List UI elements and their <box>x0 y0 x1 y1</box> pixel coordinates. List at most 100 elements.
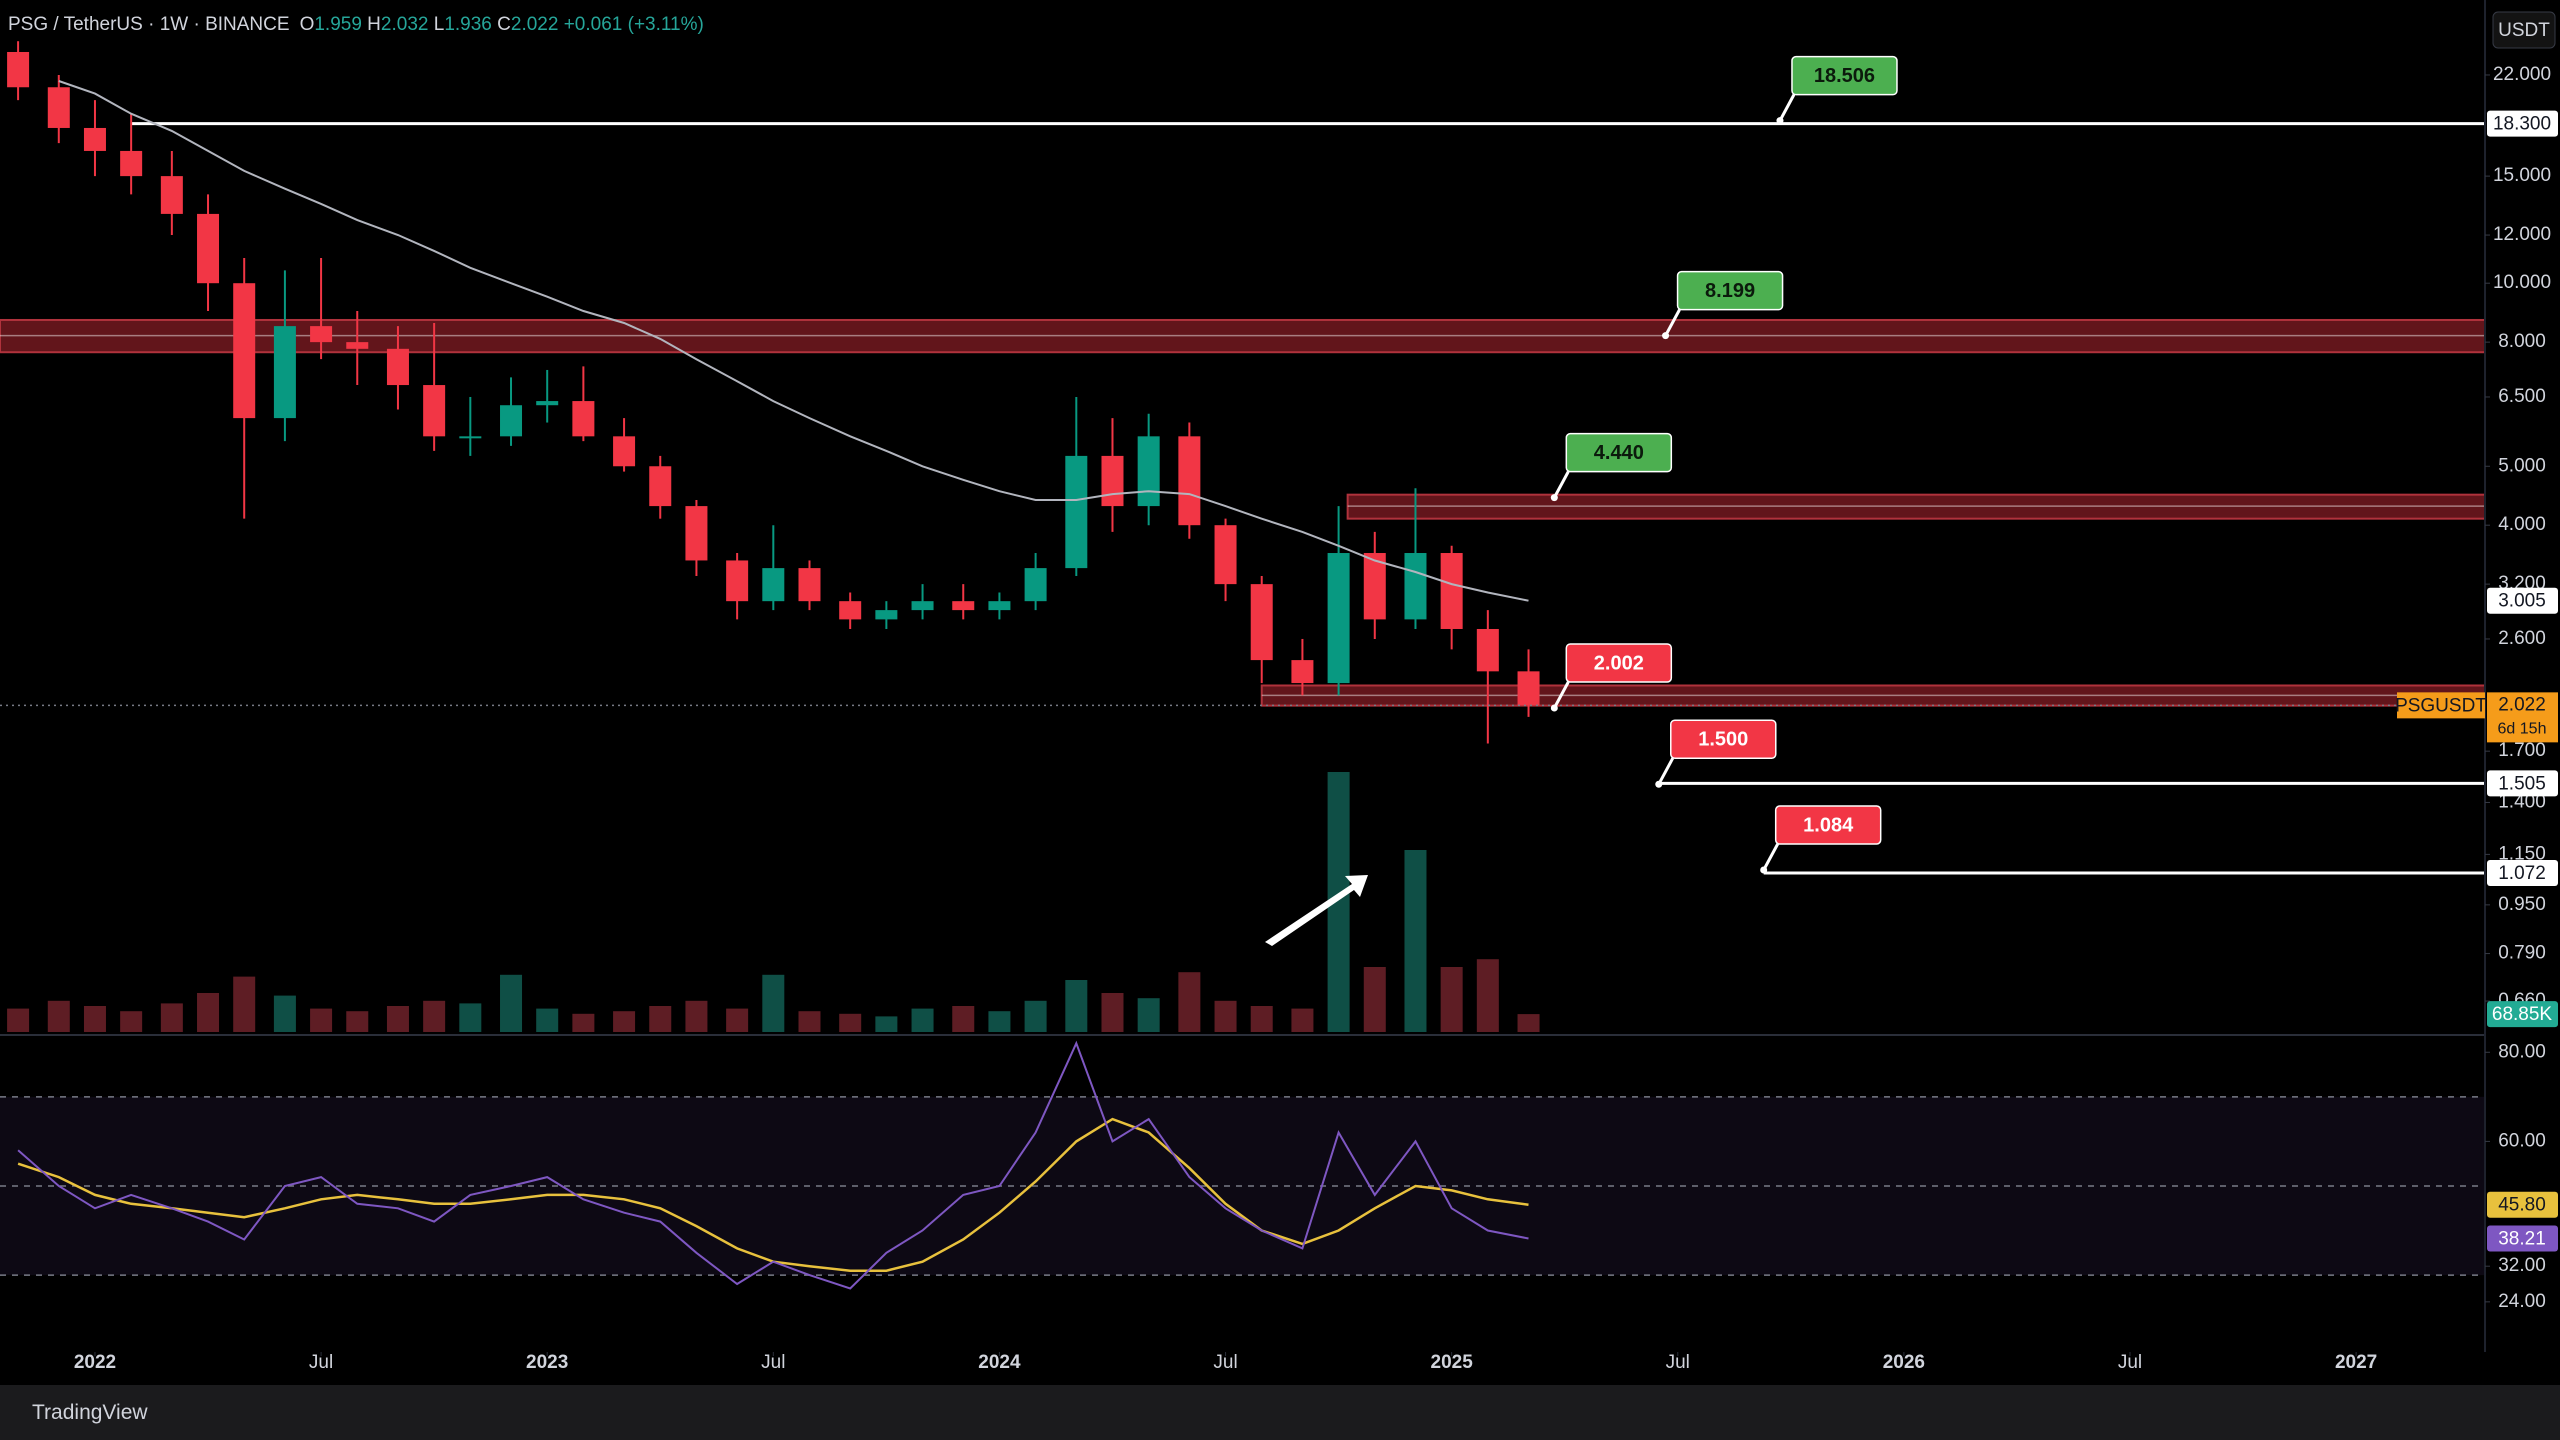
x-tick-label: 2024 <box>978 1352 1021 1373</box>
callout-point <box>1776 117 1784 125</box>
y-tick-label: 12.000 <box>2493 224 2551 245</box>
volume-bar <box>536 1008 559 1032</box>
countdown: 6d 15h <box>2498 721 2547 738</box>
header: PSG / TetherUS · 1W · BINANCE O1.959 H2.… <box>8 14 704 36</box>
volume-bar <box>1363 967 1386 1032</box>
price-box <box>2487 692 2558 743</box>
volume-bar <box>1137 998 1160 1032</box>
candle-body <box>47 87 70 128</box>
y-tick-label: 5.000 <box>2498 455 2546 476</box>
y-tick-label: 1.150 <box>2498 843 2546 864</box>
y-tick-label: 8.000 <box>2498 331 2546 352</box>
volume-bar <box>1517 1014 1540 1032</box>
candle-body <box>1250 584 1273 661</box>
rsi-tick-label: 60.00 <box>2498 1130 2546 1151</box>
volume-bar <box>423 1000 446 1032</box>
candle-body <box>1404 553 1427 620</box>
ma-label: 3.005 <box>2498 591 2546 612</box>
candle-body <box>1178 436 1201 526</box>
volume-label: 68.85K <box>2492 1004 2553 1025</box>
rsi-ma-label-box <box>2487 1191 2558 1218</box>
callout-tail <box>1762 843 1780 871</box>
callout-box <box>1670 719 1777 759</box>
candle-body <box>83 127 106 151</box>
volume-bar <box>120 1011 143 1032</box>
candle-body <box>649 466 672 507</box>
volume-bar <box>160 1003 183 1032</box>
ohlc-value: 2.032 <box>380 14 429 35</box>
callout-label: 2.002 <box>1594 652 1644 674</box>
candle-body <box>762 568 785 602</box>
candle-body <box>1024 568 1047 602</box>
candle-body <box>1065 455 1088 569</box>
volume-bar <box>310 1008 333 1032</box>
volume-bar <box>649 1006 672 1032</box>
volume-bar <box>952 1006 975 1032</box>
volume-bar <box>1024 1000 1047 1032</box>
brand[interactable]: TradingView <box>32 1400 148 1424</box>
symbol-box <box>2397 692 2485 719</box>
chart: 2022 Jul 2023 Jul 2024 Jul 2025 Jul 2026 Jul 2027 1… <box>0 0 2558 1374</box>
rsi-label: 38.21 <box>2498 1229 2546 1250</box>
volume-bar <box>83 1006 106 1032</box>
volume-bar <box>47 1000 70 1032</box>
candle-body <box>839 601 862 620</box>
rsi-ma-label: 45.80 <box>2498 1195 2546 1216</box>
x-tick-label: Jul <box>309 1352 333 1373</box>
volume-bar <box>1101 993 1124 1032</box>
level-label: 18.300 <box>2493 114 2551 135</box>
candle-body <box>423 385 446 437</box>
candle-body <box>1101 455 1124 507</box>
callout-label: 4.440 <box>1594 442 1644 464</box>
candle-body <box>1440 553 1463 629</box>
volume-bar <box>1440 967 1463 1032</box>
y-tick-label: 2.600 <box>2498 628 2546 649</box>
volume-bar <box>500 974 523 1032</box>
callout-tail <box>1552 681 1570 709</box>
ohlc-key: O <box>299 14 315 35</box>
candle-body <box>1327 553 1350 684</box>
callout-point <box>1655 780 1663 788</box>
plot: 2022 Jul 2023 Jul 2024 Jul 2025 Jul 2026 Jul 2027 1… <box>0 41 2486 1373</box>
callout-point <box>1662 332 1670 340</box>
volume-bar <box>7 1008 30 1032</box>
y-tick-label: 6.500 <box>2498 386 2546 407</box>
volume-bar <box>1476 959 1499 1032</box>
volume-bar <box>346 1011 369 1032</box>
volume-bar <box>386 1006 409 1032</box>
symbol-label: PSGUSDT <box>2395 695 2487 716</box>
candle-body <box>988 601 1011 611</box>
candle-body <box>7 51 30 88</box>
candle-body <box>726 560 749 602</box>
callout-label: 1.500 <box>1698 729 1748 751</box>
currency: USDT <box>2498 20 2550 41</box>
x-tick-label: 2026 <box>1883 1352 1925 1373</box>
x-tick-label: Jul <box>2118 1352 2142 1373</box>
y-tick-label: 15.000 <box>2493 165 2551 186</box>
candle-body <box>875 610 898 620</box>
y-tick-label: 0.790 <box>2498 943 2546 964</box>
current-price-label: 2.022 <box>2498 694 2546 715</box>
callout-tail <box>1657 757 1675 785</box>
volume-bar <box>911 1008 934 1032</box>
callout-point <box>1550 704 1558 712</box>
volume-label-box <box>2487 1001 2558 1028</box>
volume-bar <box>839 1013 862 1032</box>
candle-body <box>233 283 256 419</box>
candle-body <box>160 176 183 214</box>
currency-box <box>2492 11 2556 49</box>
volume-bar <box>988 1011 1011 1032</box>
ohlc: O1.959 H2.032 L1.936 C2.022 +0.061 (+3.1… <box>300 14 704 36</box>
candle-body <box>310 326 333 343</box>
x-tick-label: Jul <box>1213 1352 1237 1373</box>
volume-bar <box>798 1011 821 1032</box>
callout-box <box>1565 643 1673 683</box>
candle-body <box>1476 628 1499 672</box>
volume-bar <box>613 1011 636 1032</box>
moving-average <box>58 80 1529 602</box>
y-tick-label: 4.000 <box>2498 514 2546 535</box>
y-tick-label: 10.000 <box>2493 272 2551 293</box>
volume-bar <box>1291 1008 1314 1032</box>
arrow <box>1265 875 1368 946</box>
y-tick-label: 1.700 <box>2498 740 2546 761</box>
